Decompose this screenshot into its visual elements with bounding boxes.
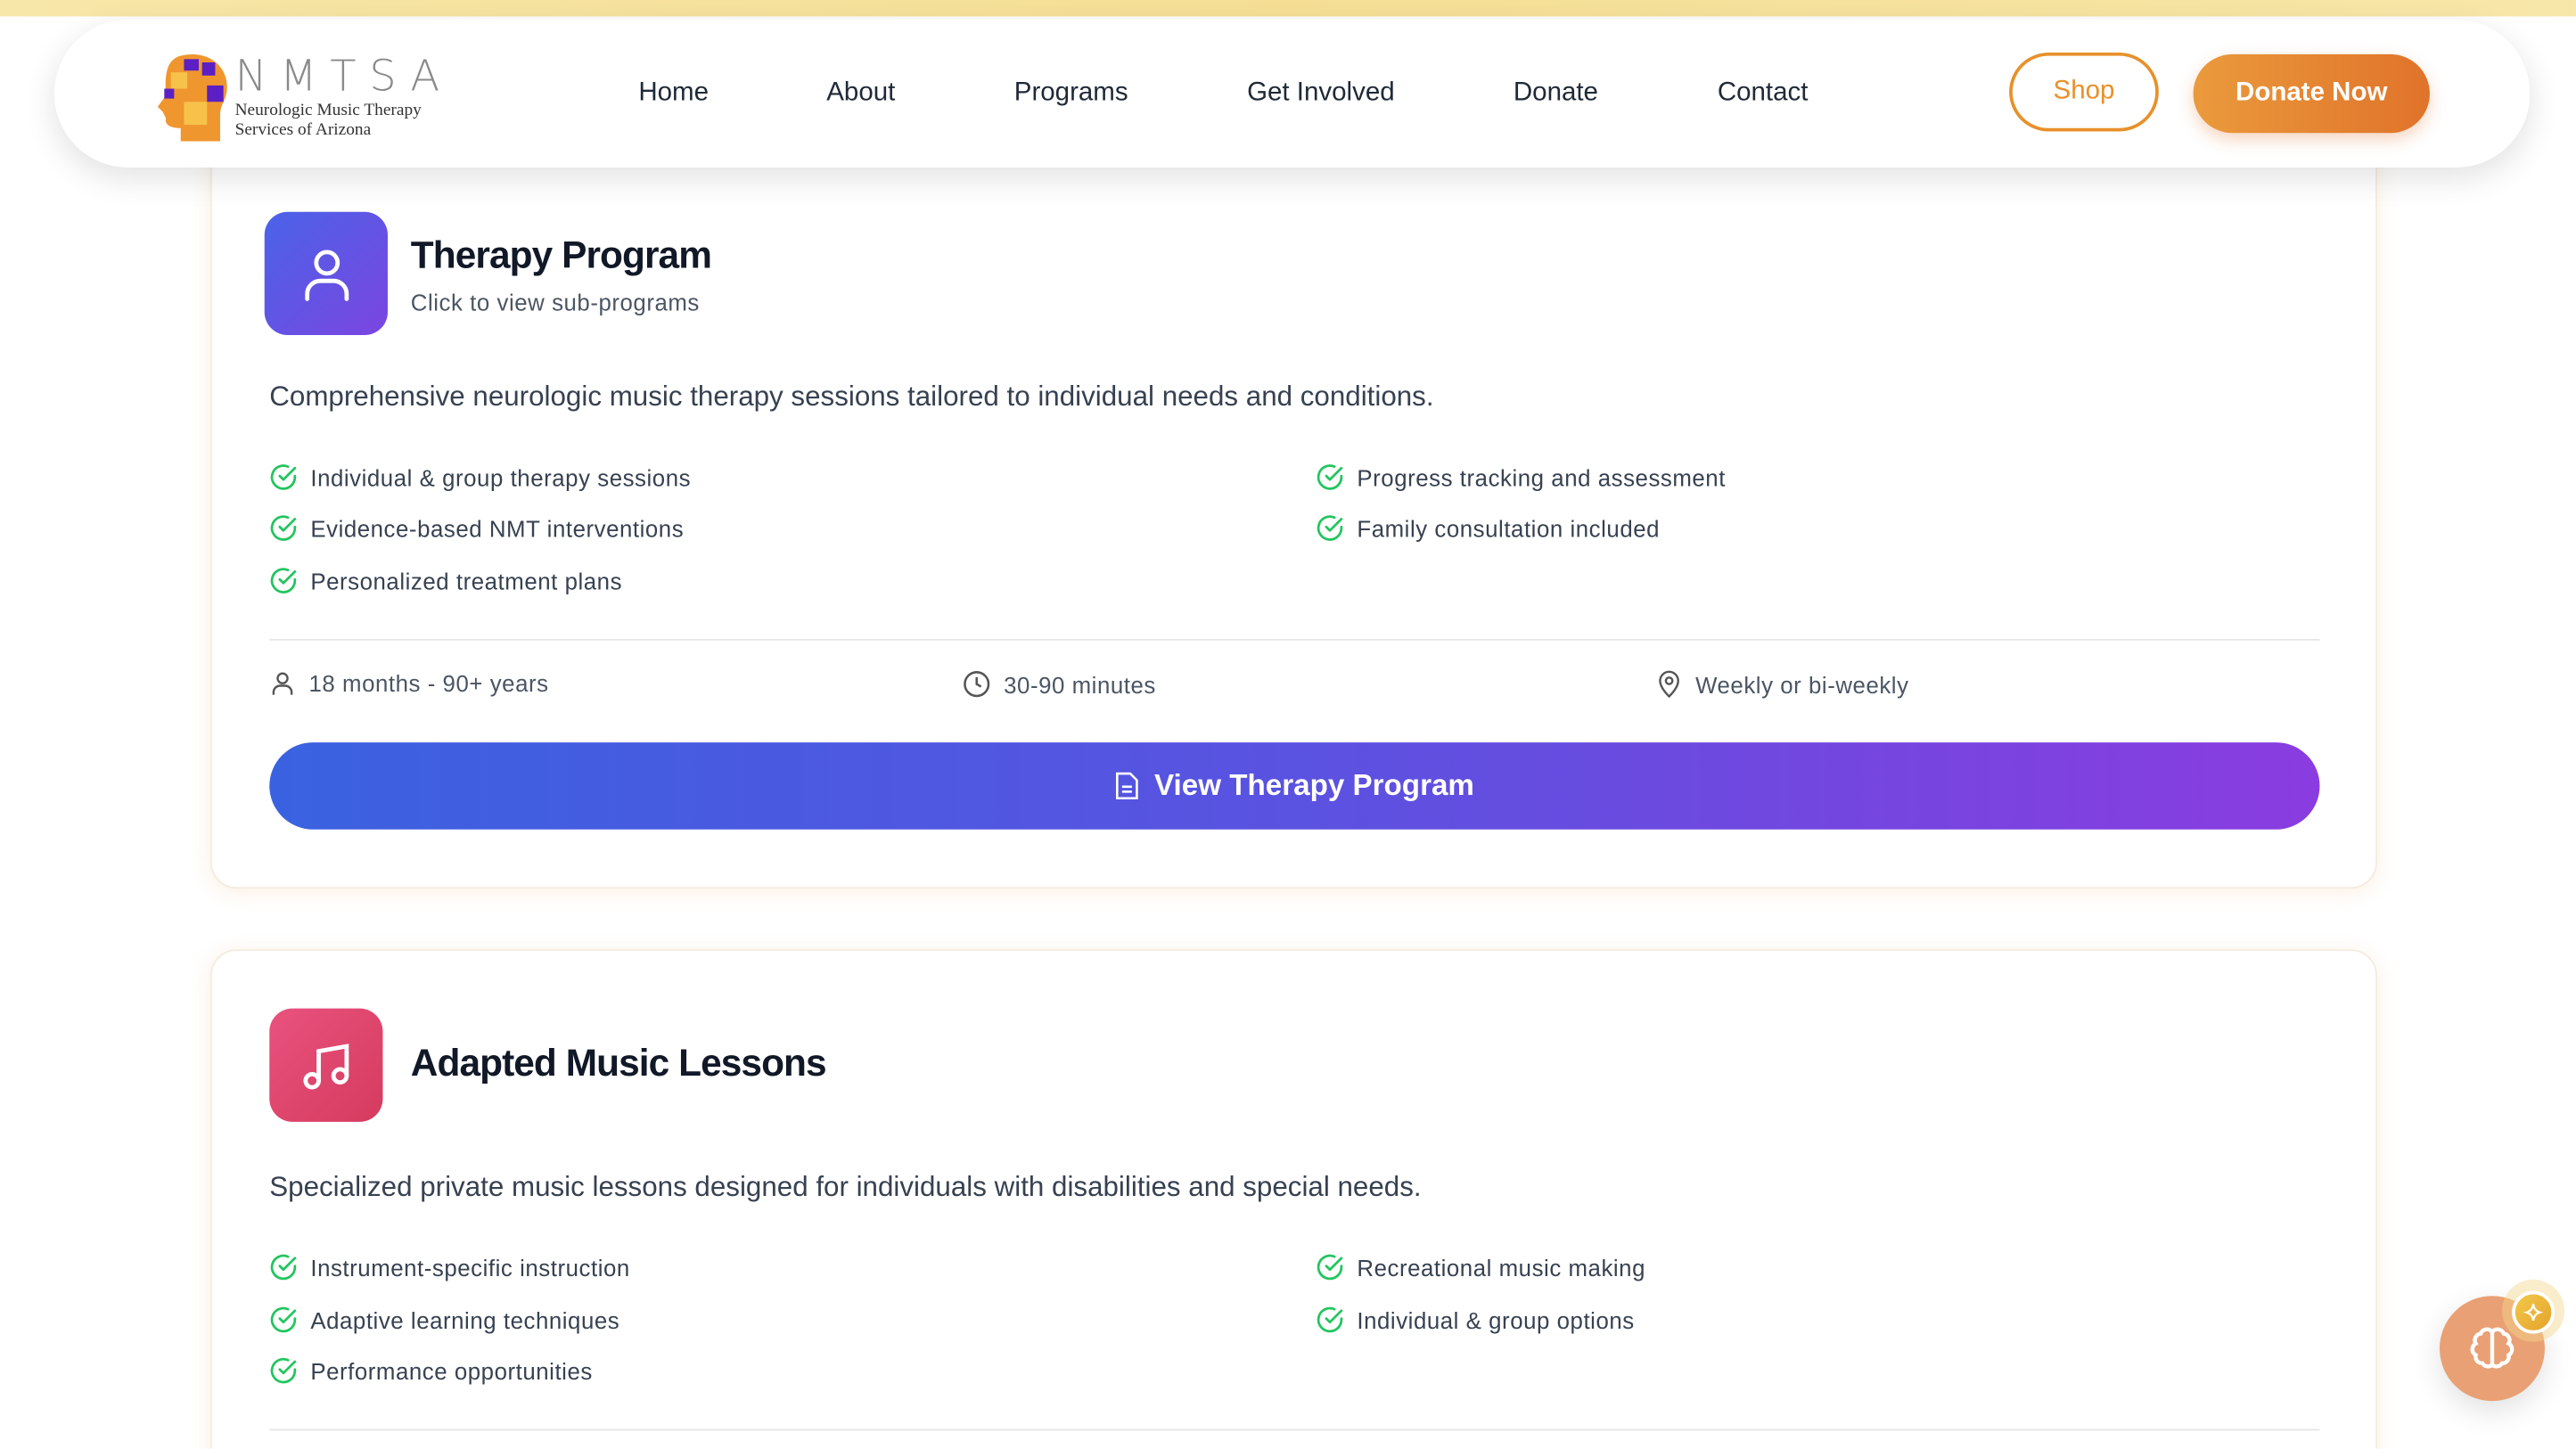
map-pin-icon [1659,670,1679,699]
check-circle-icon [1316,1306,1343,1333]
program-card-adapted-music-lessons[interactable]: Adapted Music Lessons Specialized privat… [209,949,2377,1449]
program-description: Specialized private music lessons design… [269,1171,1422,1203]
feature-item: Adaptive learning techniques [269,1306,619,1333]
nav-get-involved[interactable]: Get Involved [1247,78,1395,107]
person-icon [272,672,293,695]
feature-item: Evidence-based NMT interventions [269,514,684,542]
nav-home[interactable]: Home [638,78,710,107]
feature-item: Instrument-specific instruction [269,1253,630,1281]
feature-item: Personalized treatment plans [269,567,622,594]
feature-item: Family consultation included [1316,514,1660,542]
feature-item: Individual & group options [1316,1306,1634,1333]
navbar: NMTSA Neurologic Music Therapy Services o… [53,20,2531,168]
logo-brand: NMTSA [234,52,453,102]
check-circle-icon [269,1306,297,1333]
nav-programs[interactable]: Programs [1013,78,1128,107]
clock-icon [964,671,990,698]
nav-about[interactable]: About [826,78,896,107]
logo-subtitle: Neurologic Music Therapy Services of Ariz… [234,102,422,140]
check-circle-icon [269,1253,297,1281]
check-circle-icon [269,1356,297,1384]
program-subtitle: Click to view sub-programs [410,289,700,315]
top-accent-bar [0,0,2576,17]
program-title: Therapy Program [410,233,712,276]
meta-ages: 18 months - 90+ years [269,670,548,696]
check-circle-icon [269,514,297,542]
divider [269,1429,2320,1431]
check-circle-icon [269,567,297,594]
feature-item: Recreational music making [1316,1253,1645,1281]
puzzle-head-icon [157,54,227,142]
program-card-therapy[interactable]: Therapy Program Click to view sub-progra… [209,131,2377,889]
music-note-icon [269,1008,383,1122]
check-circle-icon [1316,463,1343,491]
user-icon [264,211,388,335]
check-circle-icon [269,463,297,491]
donate-now-button[interactable]: Donate Now [2193,53,2430,134]
meta-frequency: Weekly or bi-weekly [1656,670,1909,699]
shop-button[interactable]: Shop [2009,52,2159,132]
brain-icon [2470,1327,2514,1369]
document-icon [1115,772,1138,800]
logo[interactable]: NMTSA Neurologic Music Therapy Services o… [157,53,446,143]
check-circle-icon [1316,514,1343,542]
feature-item: Performance opportunities [269,1356,593,1384]
sparkle-icon [2512,1290,2555,1334]
feature-item: Progress tracking and assessment [1316,463,1726,491]
check-circle-icon [1316,1253,1343,1281]
divider [269,638,2320,641]
program-description: Comprehensive neurologic music therapy s… [269,381,1434,413]
meta-duration: 30-90 minutes [963,670,1156,698]
nav-contact[interactable]: Contact [1717,78,1809,107]
program-title: Adapted Music Lessons [410,1041,827,1085]
view-therapy-program-button[interactable]: View Therapy Program [269,742,2320,830]
feature-item: Individual & group therapy sessions [269,463,691,491]
nav-donate[interactable]: Donate [1513,78,1598,107]
